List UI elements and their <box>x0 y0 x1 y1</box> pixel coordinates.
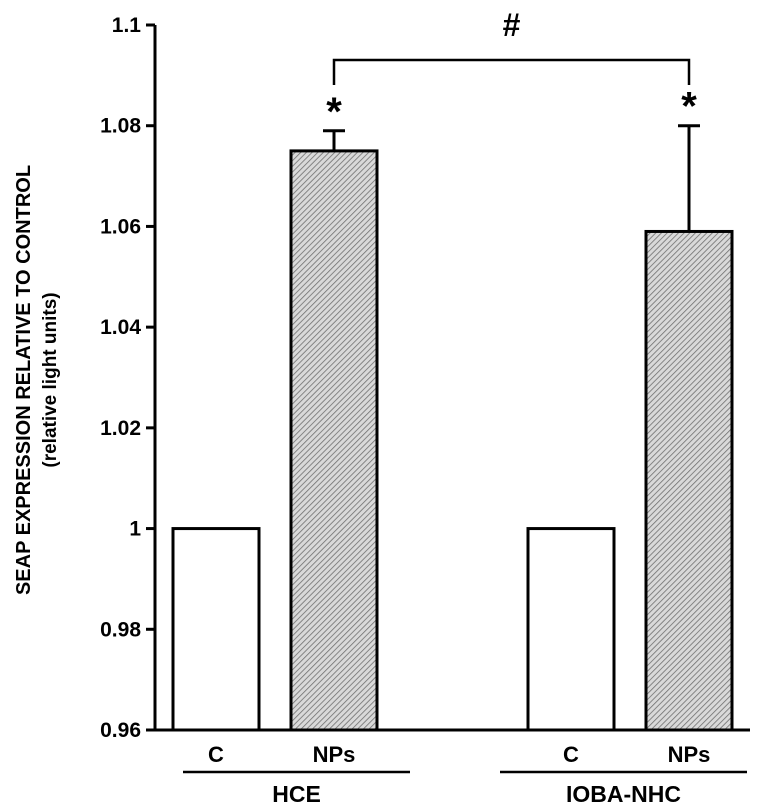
significance-star: * <box>681 85 697 129</box>
bar-hce-c <box>171 527 261 732</box>
bracket-label: # <box>503 7 521 43</box>
category-label: C <box>563 742 579 767</box>
y-axis-sublabel: (relative light units) <box>40 292 61 467</box>
y-axis-label: SEAP EXPRESSION RELATIVE TO CONTROL <box>13 165 35 595</box>
category-label: NPs <box>313 742 356 767</box>
y-tick-label: 1.08 <box>100 115 141 138</box>
y-tick-label: 1.06 <box>100 215 141 238</box>
bar-hce-nps <box>289 149 379 732</box>
y-tick-label: 0.96 <box>100 719 141 742</box>
significance-star: * <box>326 90 342 134</box>
y-tick-label: 0.98 <box>100 618 141 641</box>
group-label: IOBA-NHC <box>566 781 681 807</box>
y-tick-label: 1.1 <box>112 14 142 37</box>
category-label: NPs <box>668 742 711 767</box>
y-tick-label: 1 <box>129 518 141 541</box>
category-label: C <box>208 742 224 767</box>
significance-bracket: * * # <box>326 7 697 134</box>
category-labels: C NPs C NPs <box>208 742 710 767</box>
bar-ioba-nhc-nps <box>644 229 734 732</box>
group-labels: HCE IOBA-NHC <box>183 770 747 807</box>
bars-layer <box>171 124 734 732</box>
bracket-line <box>332 58 691 85</box>
y-axis-ticks: 0.96 0.98 1 1.02 1.04 1.06 1.08 1.1 <box>100 14 155 742</box>
group-label: HCE <box>272 781 321 807</box>
y-tick-label: 1.04 <box>100 316 141 339</box>
y-tick-label: 1.02 <box>100 417 141 440</box>
y-axis-title: SEAP EXPRESSION RELATIVE TO CONTROL (rel… <box>13 165 61 595</box>
bar-ioba-nhc-c <box>526 527 616 732</box>
